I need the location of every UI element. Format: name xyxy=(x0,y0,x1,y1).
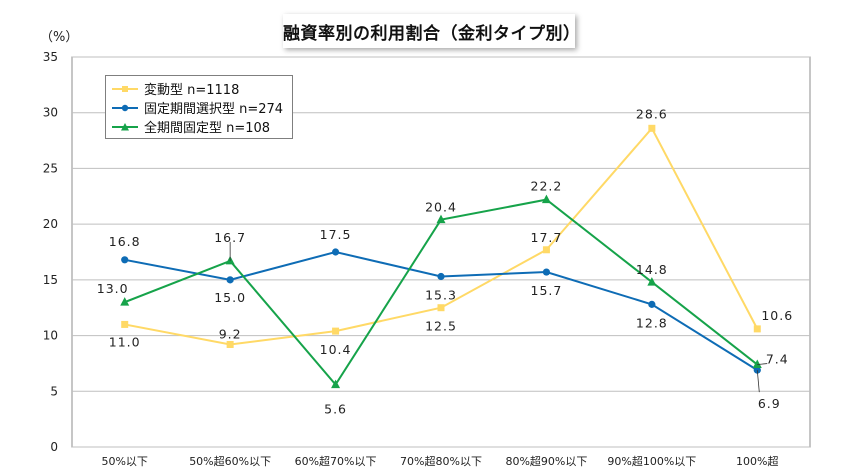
data-label: 11.0 xyxy=(109,334,141,349)
y-tick-label: 30 xyxy=(43,106,58,120)
data-point xyxy=(648,124,656,132)
legend-item-variable: 変動型 n=1118 xyxy=(112,79,286,98)
data-label: 14.8 xyxy=(636,262,668,277)
data-point xyxy=(436,214,446,224)
x-tick-label: 50%超60%以下 xyxy=(189,454,271,468)
data-point xyxy=(541,194,551,204)
legend-label-fixed-period: 固定期間選択型 n=274 xyxy=(144,102,284,117)
y-tick-label: 20 xyxy=(43,217,58,231)
y-tick-label: 5 xyxy=(50,384,58,398)
data-label: 28.6 xyxy=(636,106,668,121)
data-label: 15.0 xyxy=(214,290,246,305)
legend-label-variable: 変動型 n=1118 xyxy=(144,83,240,98)
data-label: 22.2 xyxy=(531,179,563,194)
data-label: 10.6 xyxy=(761,308,793,323)
y-tick-label: 15 xyxy=(43,273,58,287)
legend-item-fixed-period: 固定期間選択型 n=274 xyxy=(112,98,286,117)
data-point xyxy=(647,277,657,286)
x-tick-label: 50%以下 xyxy=(101,455,147,468)
data-label: 12.5 xyxy=(425,319,457,334)
data-label: 9.2 xyxy=(219,326,242,341)
data-point xyxy=(437,304,445,312)
y-axis-unit: （%） xyxy=(40,30,79,45)
legend: 変動型 n=1118 固定期間選択型 n=274 全期間固定型 n=108 xyxy=(105,75,293,139)
data-label: 13.0 xyxy=(97,281,129,296)
data-label: 17.5 xyxy=(320,227,352,242)
data-label: 15.7 xyxy=(531,283,563,298)
data-point xyxy=(542,246,550,254)
data-point xyxy=(437,272,445,281)
data-point xyxy=(332,327,340,335)
x-tick-label: 80%超90%以下 xyxy=(505,454,587,468)
data-label: 5.6 xyxy=(324,402,347,417)
data-point xyxy=(121,256,129,264)
y-tick-label: 25 xyxy=(43,161,58,175)
data-label: 12.8 xyxy=(636,315,668,330)
data-label: 17.7 xyxy=(531,230,563,245)
data-point xyxy=(331,379,341,389)
data-point xyxy=(752,359,762,369)
label-leader-line xyxy=(756,370,760,393)
x-tick-label: 60%超70%以下 xyxy=(295,454,377,468)
data-point xyxy=(648,300,656,308)
legend-circle-marker-icon xyxy=(112,104,138,111)
legend-item-full-fixed: 全期間固定型 n=108 xyxy=(112,117,286,136)
x-tick-label: 100%超 xyxy=(736,454,778,468)
data-label: 16.7 xyxy=(214,230,246,245)
data-label: 10.4 xyxy=(320,342,352,357)
y-tick-label: 10 xyxy=(43,329,58,343)
data-point xyxy=(331,248,340,256)
data-label: 15.3 xyxy=(425,288,457,303)
data-label: 20.4 xyxy=(425,200,457,215)
label-leader-line xyxy=(757,363,768,365)
legend-triangle-marker-icon xyxy=(112,122,138,130)
x-tick-label: 90%超100%以下 xyxy=(607,454,696,468)
data-point xyxy=(121,320,129,328)
data-point xyxy=(753,325,761,333)
y-tick-label: 0 xyxy=(50,440,58,454)
legend-label-full-fixed: 全期間固定型 n=108 xyxy=(144,121,271,136)
data-label: 7.4 xyxy=(766,352,789,367)
data-point xyxy=(120,297,130,306)
data-point xyxy=(226,276,234,284)
x-tick-label: 70%超80%以下 xyxy=(400,454,482,468)
data-label: 16.8 xyxy=(109,234,141,249)
chart-title: 融資率別の利用割合（金利タイプ別） xyxy=(283,14,580,48)
legend-square-marker-icon xyxy=(112,85,138,92)
data-label: 6.9 xyxy=(758,396,781,411)
data-point xyxy=(226,340,234,348)
data-point xyxy=(542,268,551,276)
y-tick-label: 35 xyxy=(43,50,58,64)
